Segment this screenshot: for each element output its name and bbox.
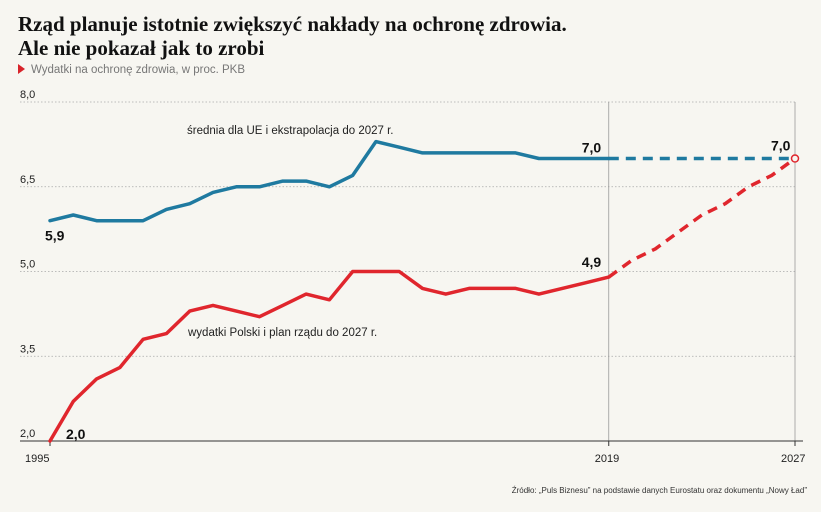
y-tick-label: 8,0: [20, 89, 35, 101]
data-label: 2,0: [66, 426, 86, 442]
subtitle-text: Wydatki na ochronę zdrowia, w proc. PKB: [31, 64, 246, 76]
y-tick-label: 2,0: [20, 428, 35, 440]
y-tick-label: 3,5: [20, 343, 35, 355]
data-label: 5,9: [45, 228, 65, 244]
x-tick-label: 2019: [595, 453, 619, 465]
data-label: 4,9: [582, 254, 602, 270]
data-label: 7,0: [771, 138, 791, 154]
y-tick-label: 6,5: [20, 174, 35, 186]
x-tick-label: 1995: [25, 453, 49, 465]
series-label-eu: średnia dla UE i ekstrapolacja do 2027 r…: [187, 125, 393, 137]
series-line-eu: [48, 139, 611, 223]
source-note: Źródło: „Puls Biznesu” na podstawie dany…: [511, 486, 807, 495]
x-tick-label: 2027: [781, 453, 805, 465]
title-line-2: Ale nie pokazał jak to zrobi: [18, 36, 265, 60]
y-tick-label: 5,0: [20, 259, 35, 271]
title-line-1: Rząd planuje istotnie zwiększyć nakłady …: [18, 12, 567, 36]
chart-title: Rząd planuje istotnie zwiększyć nakłady …: [18, 12, 567, 60]
chart-subtitle: Wydatki na ochronę zdrowia, w proc. PKB: [18, 64, 245, 76]
data-label: 7,0: [582, 140, 602, 156]
endpoint-marker: [790, 154, 800, 163]
series-label-pl: wydatki Polski i plan rządu do 2027 r.: [187, 327, 377, 339]
projection-line-pl: [607, 157, 797, 279]
triangle-marker-icon: [18, 64, 25, 74]
